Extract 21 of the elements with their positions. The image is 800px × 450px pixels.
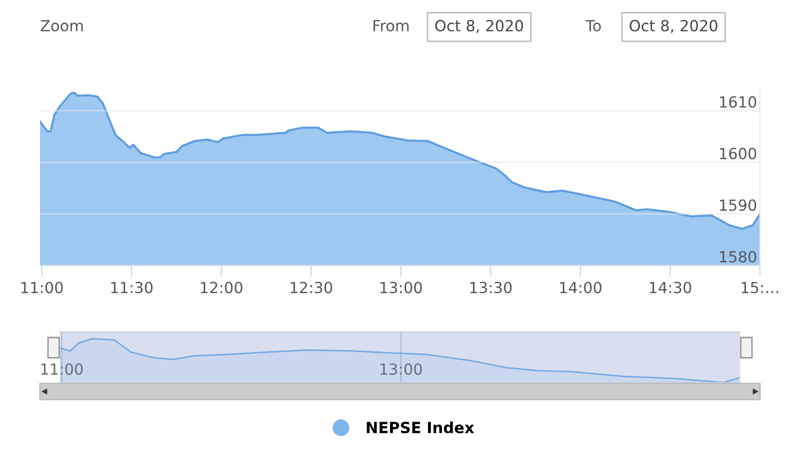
legend-label: NEPSE Index [366,421,474,434]
text: Oct 8, 2020 [435,20,523,33]
y-tick-label: 1590 [720,199,756,211]
x-tick-label: 14:30 [650,282,692,294]
x-tick-label: 11:30 [111,282,153,294]
text: To [586,20,601,32]
text: From [374,20,409,32]
x-tick-label: 12:30 [290,282,332,294]
y-tick-label: 1610 [720,96,756,108]
x-tick-label: 13:00 [380,282,422,294]
x-tick-label: 13:00 [380,363,422,375]
x-tick-label: 14:00 [560,282,602,294]
x-tick-label: 11:00 [41,363,83,375]
y-tick-label: 1580 [720,250,756,263]
x-tick-label: 15:… [742,282,778,294]
y-tick-label: 1600 [720,148,756,160]
x-tick-label: 13:30 [470,282,512,294]
text: Zoom [40,20,83,32]
x-tick-label: 11:00 [21,282,63,294]
x-tick-label: 12:00 [201,282,242,294]
text: Oct 8, 2020 [630,20,718,33]
